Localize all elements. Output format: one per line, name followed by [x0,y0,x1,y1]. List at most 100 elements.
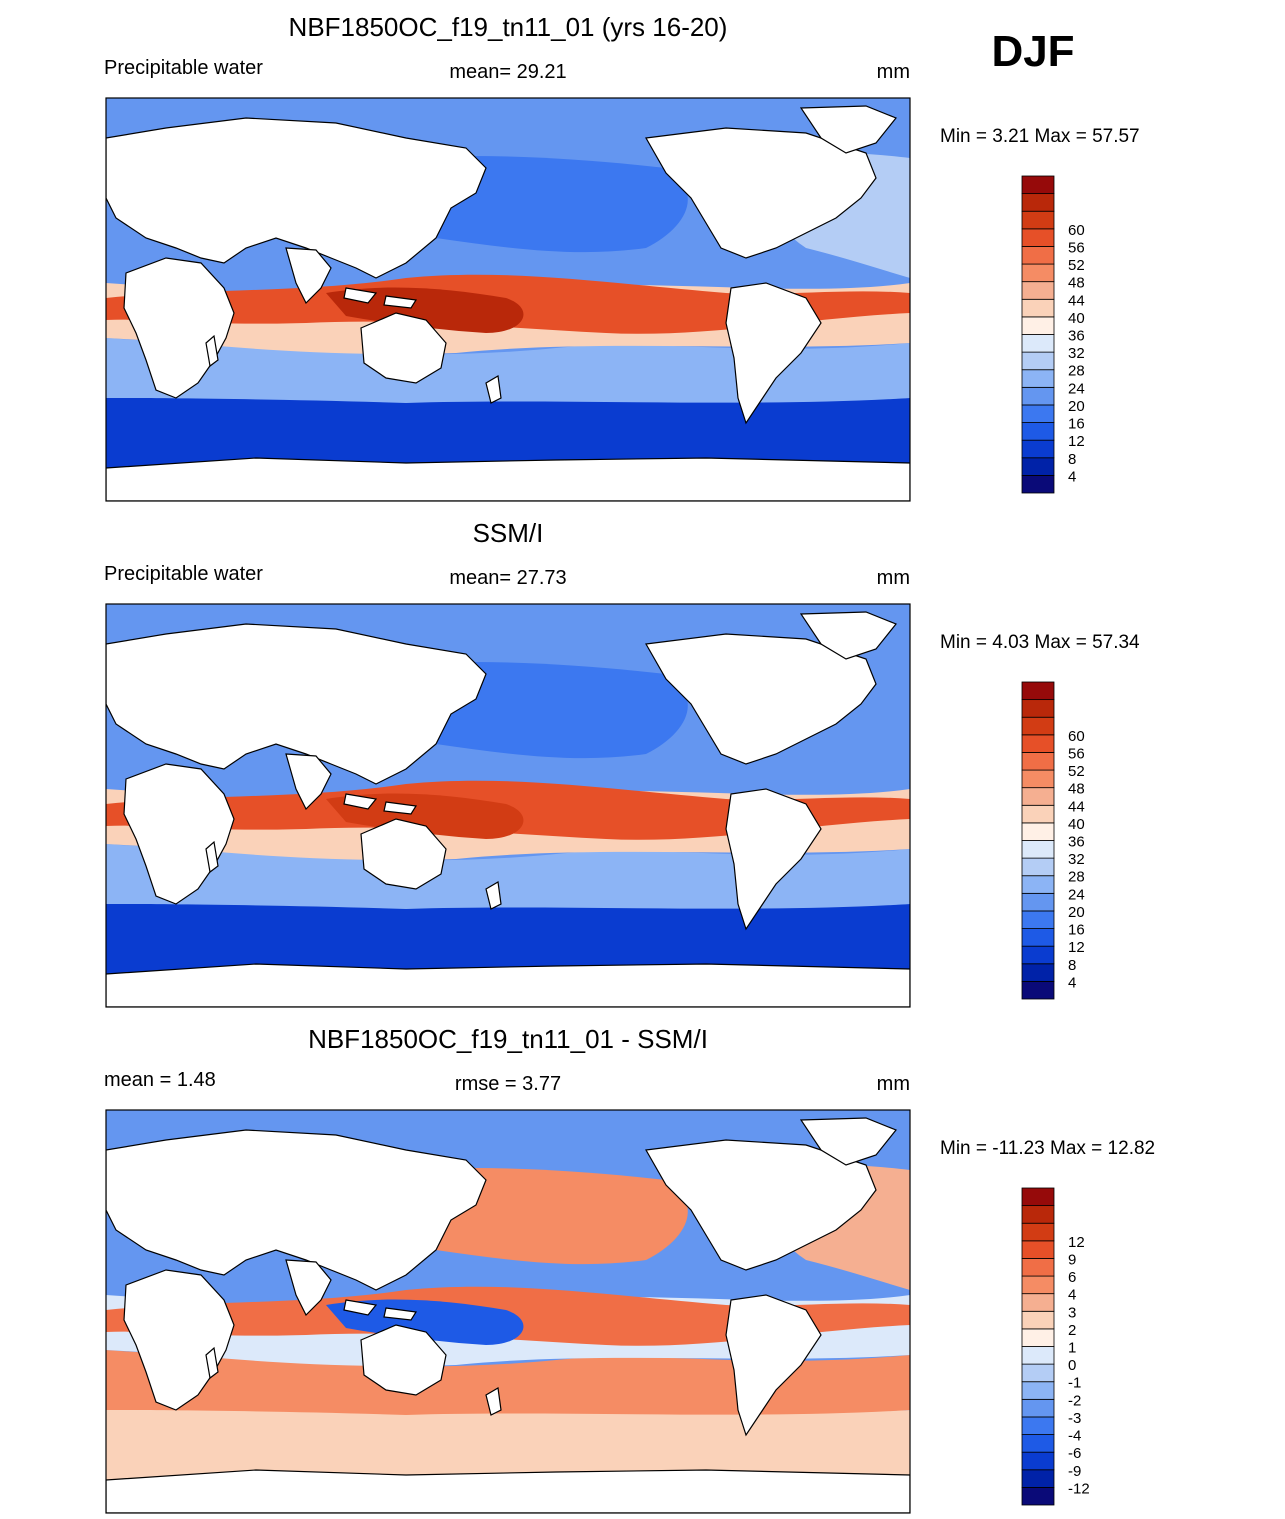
units-label: mm [877,1073,910,1095]
colorbar-label: 60 [1068,728,1085,745]
colorbar-label: 52 [1068,257,1085,274]
map-frame [105,1109,911,1514]
colorbar-label: 44 [1068,292,1085,309]
colorbar-box [1021,787,1055,806]
colorbar-box [1021,1398,1055,1418]
map-frame [105,603,911,1008]
colorbar-label: -12 [1068,1480,1090,1497]
colorbar-box [1021,369,1055,388]
units-label: mm [877,567,910,589]
colorbar-box [1021,804,1055,824]
colorbar-label: 0 [1068,1357,1076,1374]
panel-title: NBF1850OC_f19_tn11_01 (yrs 16-20) [289,12,728,42]
colorbar-box [1021,1187,1055,1207]
colorbar-label: 48 [1068,781,1085,798]
units-label: mm [877,61,910,83]
colorbar-box [1021,281,1055,300]
left-label: Precipitable water [104,57,263,79]
colorbar-label: 28 [1068,869,1085,886]
colorbar-label: -6 [1068,1445,1081,1462]
colorbar-label: 20 [1068,904,1085,921]
panel-diff: NBF1850OC_f19_tn11_01 - SSM/I mean = 1.48… [104,1024,1155,1514]
panel-obs: SSM/I Precipitable water mean= 27.73 mm Min … [104,518,1140,1008]
colorbar-label: 40 [1068,310,1085,327]
colorbar-box [1021,769,1055,789]
colorbar-label: -9 [1068,1463,1081,1480]
colorbar-box [1021,422,1055,441]
colorbar-box [1021,857,1055,877]
colorbar-box [1021,822,1055,841]
colorbar-label: 8 [1068,957,1076,974]
colorbar-box [1021,210,1055,230]
colorbar-box [1021,474,1055,494]
colorbar-box [1021,910,1055,929]
colorbar-label: 9 [1068,1251,1076,1268]
center-label: mean= 29.21 [449,61,566,83]
colorbar-label: 56 [1068,745,1085,762]
colorbar-box [1021,263,1055,283]
minmax-label: Min = 4.03 Max = 57.34 [940,632,1140,653]
colorbar-box [1021,439,1055,459]
colorbar-label: 52 [1068,763,1085,780]
colorbar-label: 44 [1068,798,1085,815]
colorbar-label: 40 [1068,816,1085,833]
field-band-midsouth [106,844,910,909]
colorbar-box [1021,1222,1055,1242]
colorbar-box [1021,193,1055,212]
colorbar-box [1021,840,1055,859]
colorbar-label: -2 [1068,1392,1081,1409]
colorbar-label: 8 [1068,451,1076,468]
colorbar-label: 60 [1068,222,1085,239]
colorbar-label: 12 [1068,433,1085,450]
map-model [106,98,910,501]
colorbar-box [1021,1469,1055,1488]
colorbar-box [1021,1381,1055,1400]
field-band-warmpool [326,1299,524,1345]
colorbar-label: 32 [1068,345,1085,362]
colorbar-label: 12 [1068,939,1085,956]
colorbar-box [1021,1240,1055,1259]
colorbar-label: 20 [1068,398,1085,415]
colorbar-label: 1 [1068,1340,1076,1357]
colorbar-box [1021,1416,1055,1435]
colorbar-label: 12 [1068,1234,1085,1251]
colorbar-box [1021,457,1055,476]
panel-model: NBF1850OC_f19_tn11_01 (yrs 16-20) Precipi… [104,12,1140,502]
colorbar-box [1021,734,1055,753]
map-frame [105,97,911,502]
colorbar-box [1021,1205,1055,1224]
colorbar-label: 4 [1068,974,1076,991]
colorbar-box [1021,1363,1055,1383]
colorbar-label: 4 [1068,1287,1076,1304]
colorbar-box [1021,699,1055,718]
colorbar-box [1021,1258,1055,1277]
colorbar-box [1021,716,1055,736]
colorbar-box [1021,1346,1055,1365]
field-band-midsouth [106,1350,910,1415]
colorbar-box [1021,334,1055,353]
colorbar-label: 24 [1068,886,1085,903]
colorbar-label: 2 [1068,1322,1076,1339]
colorbar-box [1021,228,1055,247]
colorbar-box [1021,945,1055,965]
colorbar-box [1021,175,1055,195]
colorbar-label: 36 [1068,834,1085,851]
colorbar-box [1021,875,1055,894]
field-band-warmpool [326,793,524,839]
colorbar-box [1021,892,1055,912]
colorbar-label: 16 [1068,922,1085,939]
left-label: mean = 1.48 [104,1069,216,1091]
season-label: DJF [991,27,1074,76]
colorbar-label: 36 [1068,328,1085,345]
colorbar-box [1021,1293,1055,1312]
colorbar-box [1021,298,1055,318]
colorbar-box [1021,928,1055,947]
minmax-label: Min = 3.21 Max = 57.57 [940,126,1140,147]
map-obs [106,604,910,1007]
colorbar-label: 24 [1068,380,1085,397]
colorbar-label: 4 [1068,468,1076,485]
colorbar-box [1021,980,1055,1000]
